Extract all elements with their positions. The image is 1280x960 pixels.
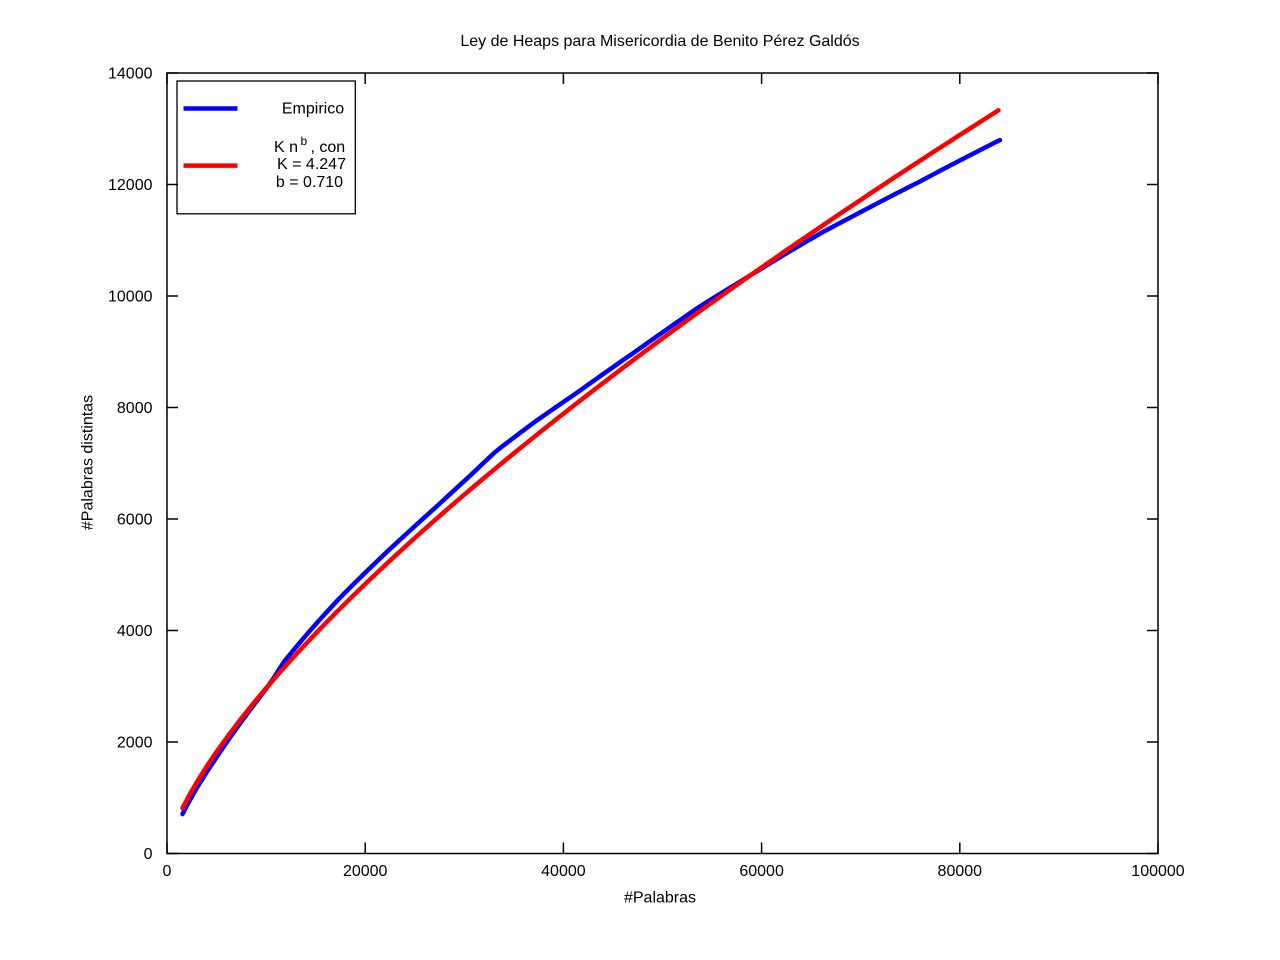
svg-text:6000: 6000 [117, 512, 153, 529]
svg-text:, con: , con [311, 139, 346, 156]
svg-text:8000: 8000 [117, 400, 153, 417]
svg-text:K = 4.247: K = 4.247 [277, 156, 346, 173]
svg-text:b = 0.710: b = 0.710 [276, 174, 343, 191]
svg-text:2000: 2000 [117, 735, 153, 752]
svg-text:100000: 100000 [1131, 863, 1184, 880]
svg-text:0: 0 [144, 846, 153, 863]
svg-text:12000: 12000 [108, 177, 153, 194]
svg-text:80000: 80000 [938, 863, 983, 880]
svg-text:#Palabras distintas: #Palabras distintas [80, 395, 97, 530]
svg-text:14000: 14000 [108, 66, 153, 83]
svg-text:Ley de Heaps para Misericordia: Ley de Heaps para Misericordia de Benito… [460, 33, 859, 50]
svg-text:0: 0 [163, 863, 172, 880]
svg-text:20000: 20000 [343, 863, 388, 880]
svg-text:10000: 10000 [108, 289, 153, 306]
svg-text:#Palabras: #Palabras [624, 890, 696, 907]
svg-text:Empirico: Empirico [282, 100, 344, 117]
svg-text:b: b [301, 134, 308, 148]
svg-text:4000: 4000 [117, 623, 153, 640]
svg-text:K n: K n [274, 139, 298, 156]
svg-text:60000: 60000 [739, 863, 784, 880]
svg-text:40000: 40000 [541, 863, 586, 880]
